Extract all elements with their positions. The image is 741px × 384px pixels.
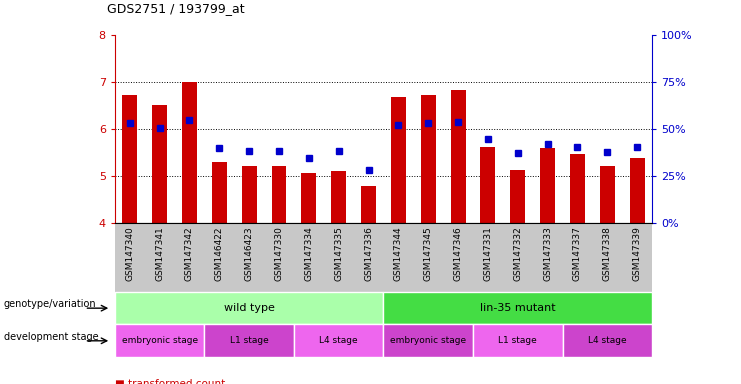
- Text: GSM147330: GSM147330: [274, 226, 284, 281]
- Text: embryonic stage: embryonic stage: [391, 336, 466, 345]
- Text: GSM147345: GSM147345: [424, 226, 433, 281]
- Text: wild type: wild type: [224, 303, 275, 313]
- Bar: [361, 186, 376, 223]
- Bar: [570, 154, 585, 223]
- Bar: [242, 166, 256, 223]
- Text: L1 stage: L1 stage: [499, 336, 537, 345]
- Text: GSM146422: GSM146422: [215, 226, 224, 281]
- Text: GSM147342: GSM147342: [185, 226, 194, 281]
- Text: L1 stage: L1 stage: [230, 336, 268, 345]
- Bar: [294, 324, 384, 357]
- Bar: [562, 324, 652, 357]
- Bar: [630, 158, 645, 223]
- Text: GDS2751 / 193799_at: GDS2751 / 193799_at: [107, 2, 245, 15]
- Text: embryonic stage: embryonic stage: [122, 336, 198, 345]
- Bar: [384, 292, 652, 324]
- Text: GSM147339: GSM147339: [633, 226, 642, 281]
- Text: GSM147338: GSM147338: [603, 226, 612, 281]
- Text: GSM147341: GSM147341: [155, 226, 164, 281]
- Bar: [115, 292, 384, 324]
- Text: development stage: development stage: [4, 332, 99, 342]
- Bar: [115, 324, 205, 357]
- Text: GSM147333: GSM147333: [543, 226, 552, 281]
- Text: GSM147335: GSM147335: [334, 226, 343, 281]
- Bar: [384, 324, 473, 357]
- Text: GSM147344: GSM147344: [394, 226, 403, 281]
- Text: GSM147332: GSM147332: [514, 226, 522, 281]
- Text: L4 stage: L4 stage: [319, 336, 358, 345]
- Bar: [391, 97, 406, 223]
- Bar: [122, 95, 137, 223]
- Text: GSM147336: GSM147336: [364, 226, 373, 281]
- Text: genotype/variation: genotype/variation: [4, 299, 96, 310]
- Text: GSM146423: GSM146423: [245, 226, 253, 281]
- Text: L4 stage: L4 stage: [588, 336, 627, 345]
- Bar: [302, 173, 316, 223]
- Text: GSM147334: GSM147334: [305, 226, 313, 281]
- Text: GSM147337: GSM147337: [573, 226, 582, 281]
- Bar: [600, 166, 615, 223]
- Text: GSM147346: GSM147346: [453, 226, 462, 281]
- Text: GSM147331: GSM147331: [483, 226, 493, 281]
- Bar: [451, 90, 465, 223]
- Bar: [205, 324, 294, 357]
- Text: GSM147340: GSM147340: [125, 226, 134, 281]
- Bar: [182, 82, 197, 223]
- Bar: [212, 162, 227, 223]
- Bar: [511, 170, 525, 223]
- Bar: [271, 166, 287, 223]
- Bar: [473, 324, 562, 357]
- Bar: [331, 171, 346, 223]
- Bar: [540, 148, 555, 223]
- Bar: [421, 95, 436, 223]
- Text: lin-35 mutant: lin-35 mutant: [480, 303, 556, 313]
- Bar: [480, 147, 496, 223]
- Bar: [152, 105, 167, 223]
- Text: ■ transformed count: ■ transformed count: [115, 379, 225, 384]
